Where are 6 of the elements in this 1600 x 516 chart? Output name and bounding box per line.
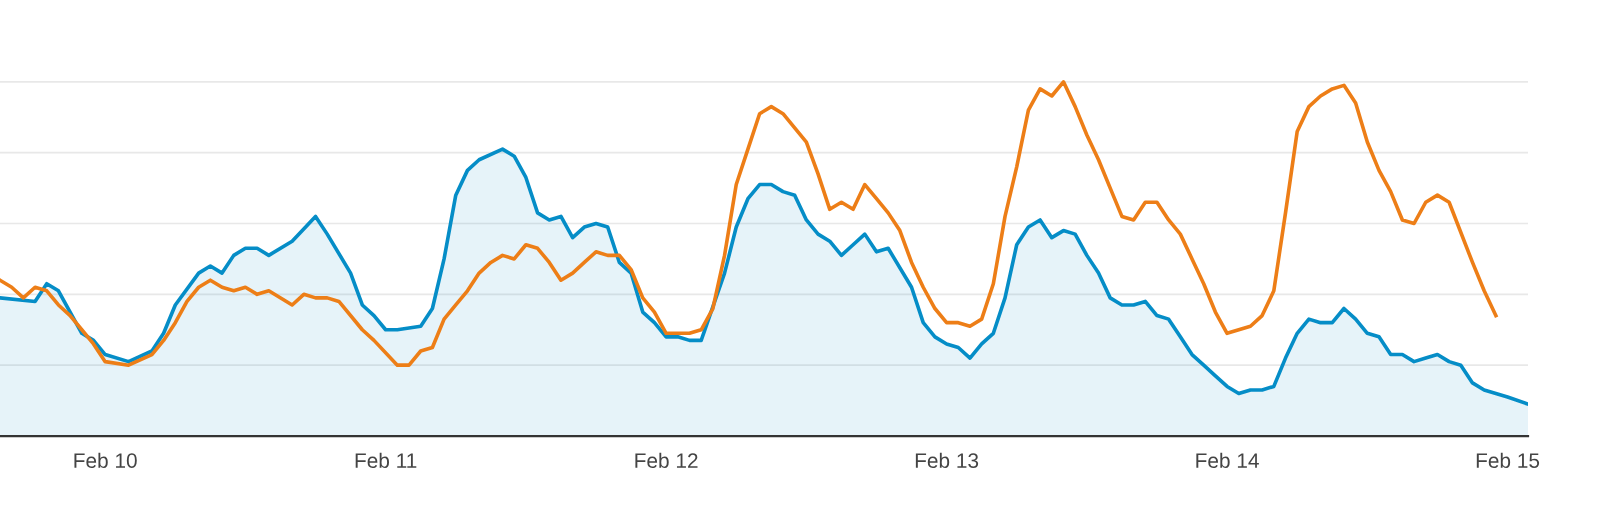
x-tick-label: Feb 13 <box>915 452 979 468</box>
x-tick-label: Feb 14 <box>1196 452 1259 468</box>
x-tick-label: Feb 11 <box>355 452 417 468</box>
x-tick-label: Feb 15 <box>1476 452 1540 468</box>
x-tick-label: Feb 12 <box>635 452 698 468</box>
x-tick-label: Feb 10 <box>74 452 137 468</box>
